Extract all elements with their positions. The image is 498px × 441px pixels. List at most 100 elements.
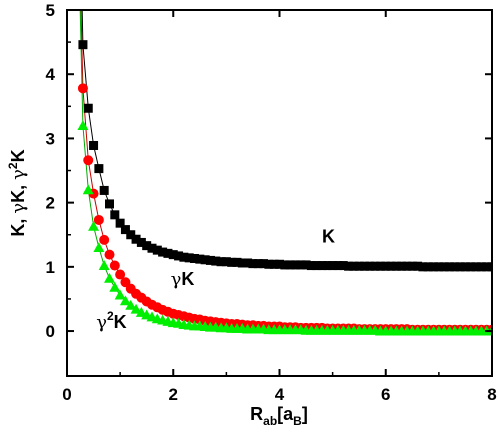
point-K [397, 261, 407, 271]
point-K [344, 261, 354, 271]
point-K [120, 225, 130, 235]
point-gamma2-K [119, 295, 131, 306]
point-gamma2-K [125, 299, 137, 310]
point-K [136, 237, 146, 247]
point-K [83, 103, 93, 113]
point-K [365, 261, 375, 271]
point-gamma-K [109, 260, 120, 271]
annotation-gamma-K: γK [171, 269, 195, 290]
x-tick-label: 4 [275, 385, 285, 404]
point-K [142, 241, 152, 251]
point-K [407, 261, 417, 271]
point-K [280, 260, 290, 270]
point-gamma2-K [486, 325, 492, 336]
point-K [126, 230, 136, 240]
point-gamma-K [93, 214, 104, 225]
point-gamma-K [77, 83, 88, 94]
point-K [190, 253, 199, 263]
y-tick-label: 3 [46, 129, 55, 148]
curve-annotations: K γK γ2K [96, 226, 335, 332]
point-K [413, 261, 423, 271]
point-K [211, 256, 221, 266]
point-gamma2-K [93, 242, 105, 252]
point-K [163, 248, 173, 258]
fit-curves [79, 10, 492, 332]
point-K [94, 164, 104, 174]
point-K [221, 257, 231, 267]
point-K [375, 261, 385, 271]
x-tick-label: 0 [62, 385, 71, 404]
point-K [402, 261, 412, 271]
point-K [275, 259, 284, 269]
point-K [418, 262, 428, 272]
point-K [317, 261, 327, 271]
point-gamma2-K [98, 260, 110, 270]
x-axis: 0 2 4 6 8 [62, 10, 497, 404]
x-tick-label: 8 [487, 385, 496, 404]
point-K [349, 261, 359, 271]
point-gamma2-K [104, 272, 115, 283]
annotation-gamma2-K: γ2K [96, 309, 126, 333]
point-K [471, 262, 481, 272]
point-K [227, 257, 237, 267]
point-K [301, 260, 311, 270]
point-K [259, 259, 269, 269]
point-gamma2-K [82, 184, 94, 195]
point-K [89, 140, 99, 150]
point-K [476, 262, 486, 272]
point-gamma2-K [88, 220, 100, 231]
point-K [370, 261, 380, 271]
curve-gK [80, 10, 492, 331]
x-tick-label: 2 [169, 385, 178, 404]
point-K [174, 251, 184, 261]
point-K [328, 261, 338, 271]
point-gamma2-K [109, 281, 121, 292]
point-K [391, 261, 401, 271]
point-K [195, 254, 205, 264]
point-K [152, 245, 162, 255]
point-K [290, 260, 300, 270]
point-K [243, 258, 253, 268]
curve-K [81, 10, 492, 268]
point-K [429, 262, 439, 272]
point-K [131, 234, 141, 244]
point-K [264, 259, 274, 269]
point-K [381, 261, 391, 271]
point-K [466, 262, 476, 272]
x-tick-label: 6 [381, 385, 390, 404]
point-K [237, 258, 247, 268]
data-markers [77, 40, 492, 336]
point-K [110, 210, 120, 220]
point-K [179, 252, 189, 262]
point-K [445, 262, 454, 272]
point-K [333, 261, 343, 271]
point-K [216, 257, 226, 267]
y-tick-label: 4 [46, 65, 56, 84]
point-K [312, 261, 322, 271]
point-K [269, 259, 279, 269]
point-K [450, 262, 460, 272]
point-K [184, 253, 194, 263]
point-K [354, 261, 364, 271]
point-gamma-K [115, 269, 126, 280]
y-axis-title: K, γK, γ2K [6, 149, 29, 236]
y-tick-label: 1 [46, 258, 55, 277]
point-K [158, 247, 168, 257]
point-gamma-K [83, 155, 94, 166]
point-K [386, 261, 396, 271]
curve-g2K [79, 10, 492, 332]
point-gamma2-K [77, 120, 89, 130]
y-tick-label: 5 [46, 1, 55, 20]
point-K [306, 261, 316, 271]
point-K [338, 261, 348, 271]
point-K [78, 40, 88, 50]
point-K [360, 261, 369, 271]
point-K [115, 218, 125, 228]
point-gamma-K [104, 249, 115, 260]
point-K [423, 262, 433, 272]
point-K [253, 259, 263, 269]
y-tick-label: 0 [46, 322, 55, 341]
plot-frame [66, 9, 493, 377]
point-K [434, 262, 444, 272]
y-tick-label: 2 [46, 194, 55, 213]
